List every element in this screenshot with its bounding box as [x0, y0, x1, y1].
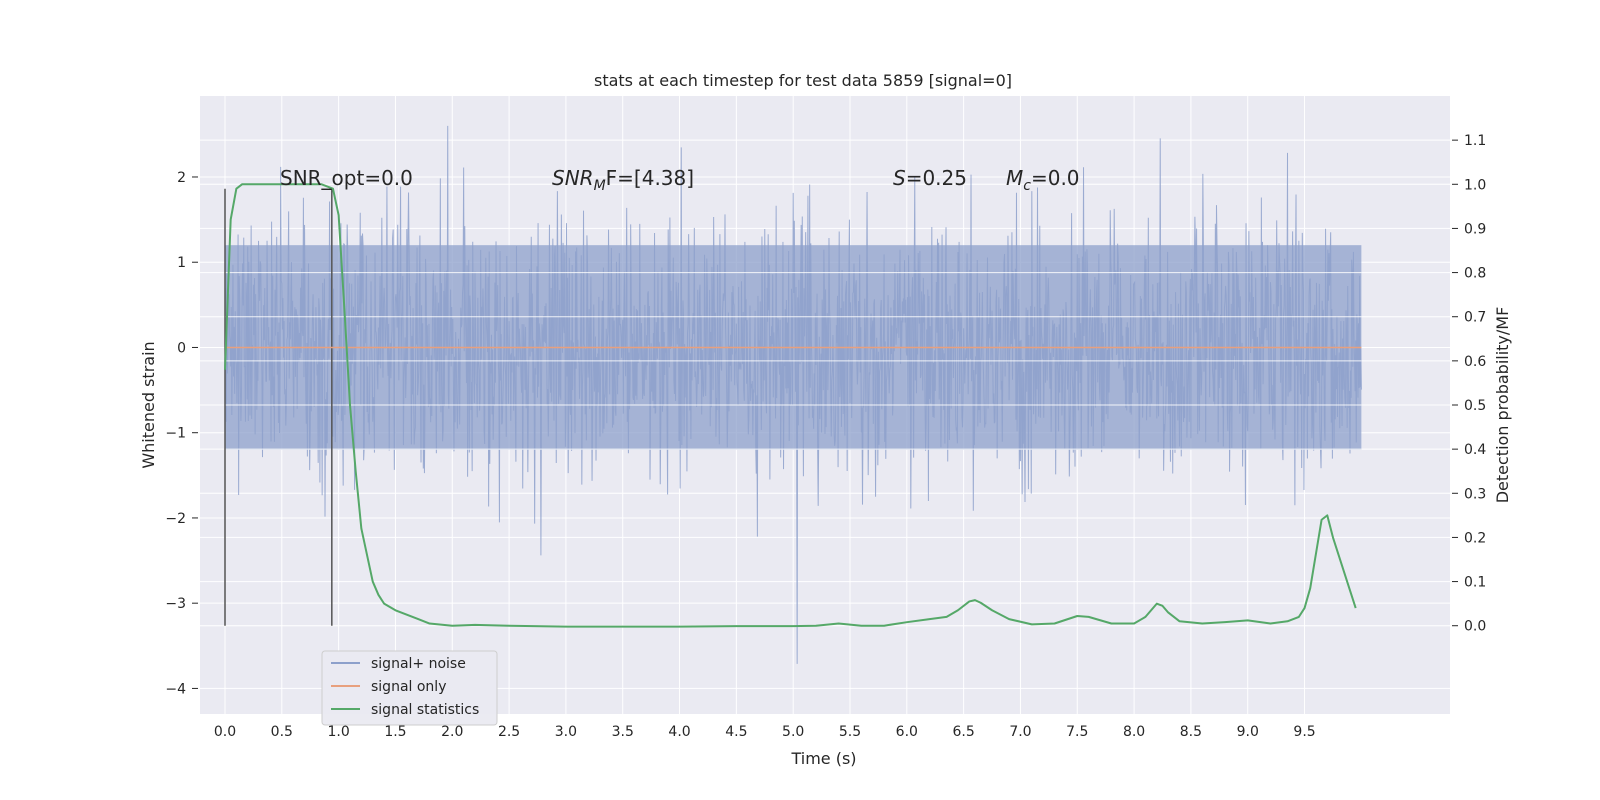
- annotation-s-value: =0.25: [906, 166, 967, 190]
- y-right-axis-title: Detection probability/MF: [1493, 307, 1512, 504]
- y-right-tick-label: 0.1: [1464, 575, 1486, 591]
- legend-label-noise: signal+ noise: [371, 656, 466, 672]
- y-right-tick-label: 0.2: [1464, 530, 1486, 546]
- y-right-tick-label: 0.8: [1464, 266, 1486, 282]
- x-tick-label: 8.0: [1123, 724, 1145, 740]
- x-tick-label: 5.5: [839, 724, 861, 740]
- x-tick-label: 3.0: [555, 724, 577, 740]
- legend-label-signal: signal only: [371, 679, 446, 695]
- x-tick-label: 0.0: [214, 724, 236, 740]
- y-tick-label: −2: [165, 511, 186, 527]
- y-right-tick-label: 0.6: [1464, 354, 1486, 370]
- tick-labels: 0.0 0.5 1.0 1.5 2.0 2.5 3.0 3.5 4.0 4.5 5.0 5.5 6.0 6…: [165, 133, 1486, 740]
- annotation-s-symbol: S: [893, 166, 906, 190]
- x-axis-title: Time (s): [790, 749, 856, 768]
- x-tick-label: 4.0: [668, 724, 690, 740]
- chart-title: stats at each timestep for test data 585…: [594, 71, 1012, 90]
- marker-lines: [224, 188, 333, 626]
- y-tick-label: 0: [177, 340, 186, 356]
- x-tick-label: 4.5: [725, 724, 747, 740]
- annotation-snr-mf-subscript: M: [594, 178, 606, 194]
- x-tick-label: 3.5: [612, 724, 634, 740]
- y-right-tick-label: 0.4: [1464, 442, 1486, 458]
- annotation-snr-mf-value: F=[4.38]: [606, 166, 694, 190]
- x-tick-label: 2.0: [441, 724, 463, 740]
- series-lines: [224, 183, 1362, 628]
- annotation-s: S=0.25: [893, 166, 967, 190]
- x-tick-label: 1.0: [328, 724, 350, 740]
- y-tick-label: 2: [177, 170, 186, 186]
- y-right-tick-label: 0.9: [1464, 221, 1486, 237]
- annotation-mc-value: =0.0: [1031, 166, 1080, 190]
- y-right-tick-label: 0.7: [1464, 310, 1486, 326]
- y-right-tick-label: 0.5: [1464, 398, 1486, 414]
- annotation-mc-symbol: M: [1006, 166, 1023, 190]
- annotation-mc-subscript: c: [1023, 178, 1031, 194]
- x-tick-label: 8.5: [1180, 724, 1202, 740]
- legend-label-statistics: signal statistics: [371, 702, 479, 718]
- y-tick-label: −4: [165, 681, 186, 697]
- x-tick-label: 7.5: [1066, 724, 1088, 740]
- annotations: SNR_opt=0.0 SNRMF=[4.38] S=0.25 Mc=0.0: [280, 166, 1080, 194]
- y-tick-label: 1: [177, 255, 186, 271]
- x-tick-label: 1.5: [384, 724, 406, 740]
- annotation-mc: Mc=0.0: [1006, 166, 1080, 194]
- y-right-tick-label: 0.0: [1464, 619, 1486, 635]
- y-axis-title: Whitened strain: [139, 341, 158, 468]
- x-tick-label: 0.5: [271, 724, 293, 740]
- x-tick-label: 5.0: [782, 724, 804, 740]
- y-right-tick-label: 1.0: [1464, 177, 1486, 193]
- y-tick-label: −1: [165, 426, 186, 442]
- annotation-snr-mf: SNRMF=[4.38]: [552, 166, 694, 194]
- x-tick-label: 6.0: [896, 724, 918, 740]
- annotation-snr-opt: SNR_opt=0.0: [280, 166, 413, 190]
- y-tick-label: −3: [165, 596, 186, 612]
- x-tick-label: 6.5: [953, 724, 975, 740]
- series-signal-statistics: [224, 183, 1357, 628]
- y-right-tick-label: 1.1: [1464, 133, 1486, 149]
- x-tick-label: 9.5: [1293, 724, 1315, 740]
- annotation-snr-mf-symbol: SNR: [552, 166, 594, 190]
- legend-box: [321, 650, 498, 726]
- y-right-tick-label: 0.3: [1464, 486, 1486, 502]
- x-tick-label: 2.5: [498, 724, 520, 740]
- legend: signal+ noise signal only signal statist…: [321, 650, 498, 726]
- x-tick-label: 7.0: [1009, 724, 1031, 740]
- x-tick-label: 9.0: [1237, 724, 1259, 740]
